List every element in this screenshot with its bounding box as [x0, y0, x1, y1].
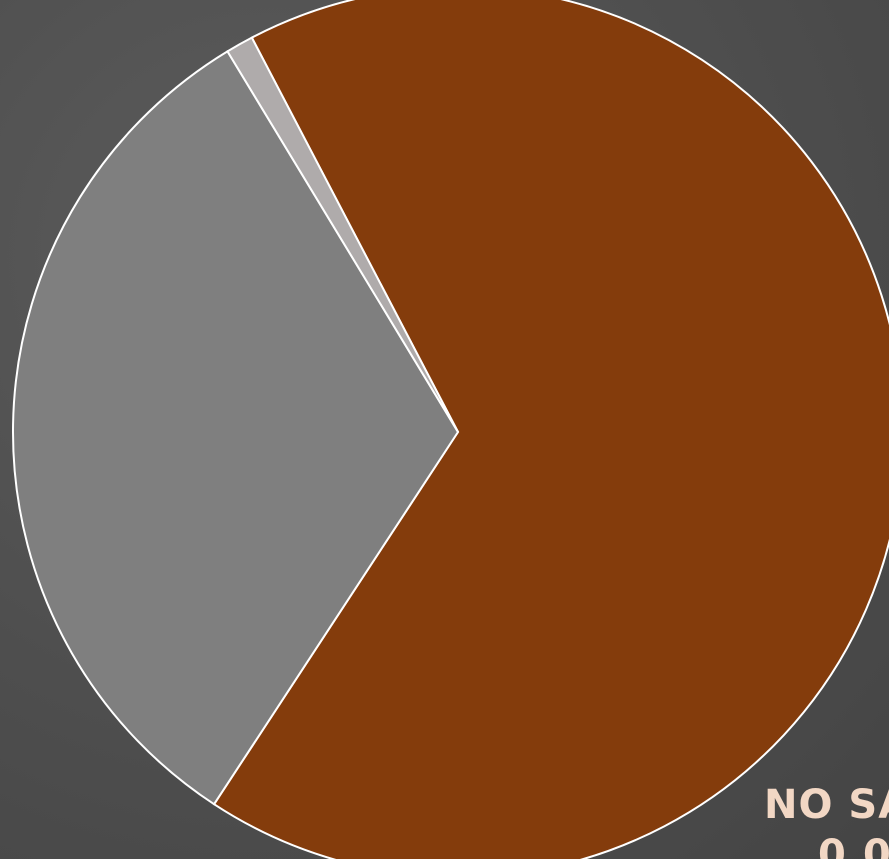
pie-slices [12, 0, 889, 859]
data-labels: NO SAMPLE 0.0 [764, 782, 889, 859]
data-label-category: NO SAMPLE [764, 782, 889, 828]
pie-slice-2 [12, 49, 460, 806]
pie-slice-3 [226, 36, 459, 433]
pie-slice-1 [212, 0, 889, 859]
data-label-value: 0.0 [818, 832, 889, 859]
